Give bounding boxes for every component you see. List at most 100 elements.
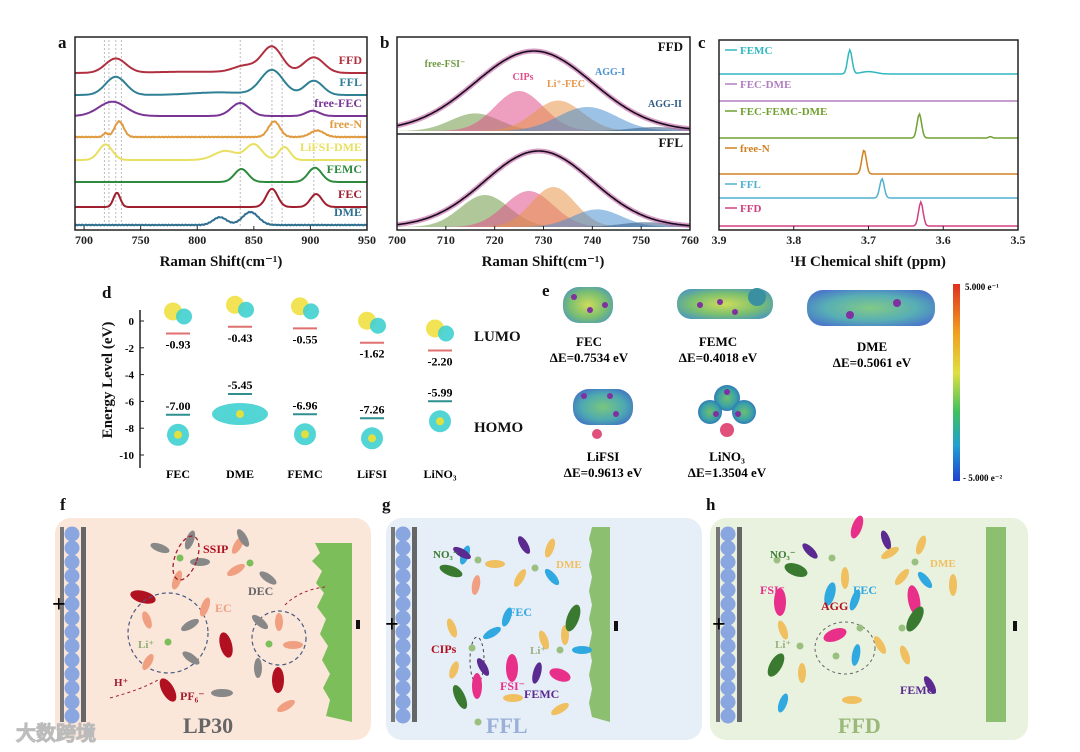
cathode-particle [395,610,411,626]
cathode-particle [720,526,736,542]
homo-orbital-lobe [436,417,444,426]
lumo-orbital-lobe [370,317,386,334]
cathode-interphase [412,527,417,722]
label-no3: NO₃⁻ [433,549,459,561]
lumo-value: -1.62 [360,347,385,361]
component-label: CIPs [512,72,533,83]
x-tick-label: 3.6 [936,233,951,247]
x-ticks: 700 750 800 850 900 950 [75,226,376,247]
cathode-particle [395,694,411,710]
label-fsi: FSI⁻ [500,679,525,693]
component-label: AGG-I [595,67,625,78]
x-tick-label: 3.7 [861,233,876,247]
energy-gap: ΔE=1.3504 eV [688,465,767,480]
molecule-femc-esp [677,288,773,319]
cathode-particle [720,680,736,696]
cathode-particle [720,624,736,640]
legend-label: FEC-FEMC-DME [740,106,827,118]
energy-levels: 0 -2 -4 -6 -8 -10 -0.93 -7.00 FEC -0.43 -5.45 DME -0… [119,295,457,481]
category-label: LiFSI [357,467,387,481]
y-tick-label: -10 [119,450,134,462]
label-li: Li⁺ [138,639,154,651]
ssip-highlight [172,535,200,581]
molecule-name: LiNO₃ [709,449,745,464]
cathode-particle [64,680,80,696]
cell-background [386,518,702,740]
schematic-title-ffd: FFD [838,713,881,738]
current-collector [716,527,720,722]
nmr-line-FFD [719,199,1018,227]
fit-component-Li⁺-FEC [397,187,690,227]
legend-label: free-FEC [314,96,362,110]
cathode-particle [395,624,411,640]
legend-label: FFL [339,75,362,89]
cathode-particle [64,638,80,654]
cathode-particle [395,680,411,696]
fit-envelope [396,150,691,227]
label-no3: NO₃⁻ [770,549,796,561]
lumo-label: LUMO [474,329,521,345]
fit-component-AGG-II [397,222,690,227]
legend-label: free-N [330,117,363,131]
x-tick-label: 700 [75,233,93,247]
cathode-particle [720,638,736,654]
x-tick-label: 700 [388,233,406,247]
cathode-particle [720,596,736,612]
homo-value: -5.45 [228,378,253,392]
panel-label-g: g [382,495,391,514]
label-femc: FEMC [900,683,935,697]
panel-label-d: d [102,283,112,302]
x-tick-label: 850 [245,233,263,247]
raman-fit: FFD FFL free-FSI⁻ CIPs Li⁺-FEC AGG-I AGG-II [396,39,691,229]
fit-envelope [396,50,691,130]
cathode-particle [64,708,80,724]
spectrum-line-free-FEC [74,100,367,117]
colorbar-max-label: 5.000 e⁻¹ [965,282,999,292]
fit-component-AGG-I [397,209,690,227]
energy-gap: ΔE=0.5061 eV [833,355,912,370]
cathode-particle [720,694,736,710]
plot-frame [718,39,1019,231]
cathode-particle [720,666,736,682]
x-tick-label: 720 [486,233,504,247]
lumo-value: -0.55 [293,332,318,346]
legend-label: FEC-DME [740,79,791,91]
x-tick-label: 3.5 [1011,233,1026,247]
y-tick-label: -8 [125,423,135,435]
homo-orbital-lobe [368,434,376,443]
cathode-particle [64,596,80,612]
legend-label: FEMC [740,45,772,57]
homo-value: -6.96 [293,398,318,412]
panel-label-a: a [58,33,67,52]
cathode-particle [395,596,411,612]
cathode-particle [64,568,80,584]
label-li: Li⁺ [530,645,546,657]
legend-label: FFD [740,203,761,215]
current-collector [60,527,64,722]
molecule-lino3-esp [698,385,756,437]
panel-label-c: c [698,33,706,52]
x-tick-label: 800 [188,233,206,247]
component-label: AGG-II [648,99,682,110]
cathode-particle [395,666,411,682]
cathode-particle [395,554,411,570]
x-axis-label: Raman Shift(cm⁻¹) [482,254,605,270]
cathode-electrode [391,526,417,724]
homo-value: -7.26 [360,402,385,416]
x-ticks: 700 710 720 730 740 750 760 [388,226,699,247]
positive-sign: + [52,592,66,618]
legend-label: DME [334,205,362,219]
molecule-dme-esp [807,290,935,326]
cathode-electrode [60,526,86,724]
cathode-particle [395,526,411,542]
raman-spectra: FFD FFL free-FEC free-N LiFSI-DME FEMC FEC DME [74,45,368,227]
label-h: H⁺ [114,677,129,689]
energy-gap: ΔE=0.9613 eV [564,465,643,480]
x-tick-label: 3.9 [712,233,727,247]
legend-label: LiFSI-DME [300,140,362,154]
x-tick-label: 750 [632,233,650,247]
category-label: FEC [166,467,190,481]
cathode-particle [64,554,80,570]
colorbar [953,284,960,481]
nmr-line-FEC-FEMC-DME [719,112,1018,139]
